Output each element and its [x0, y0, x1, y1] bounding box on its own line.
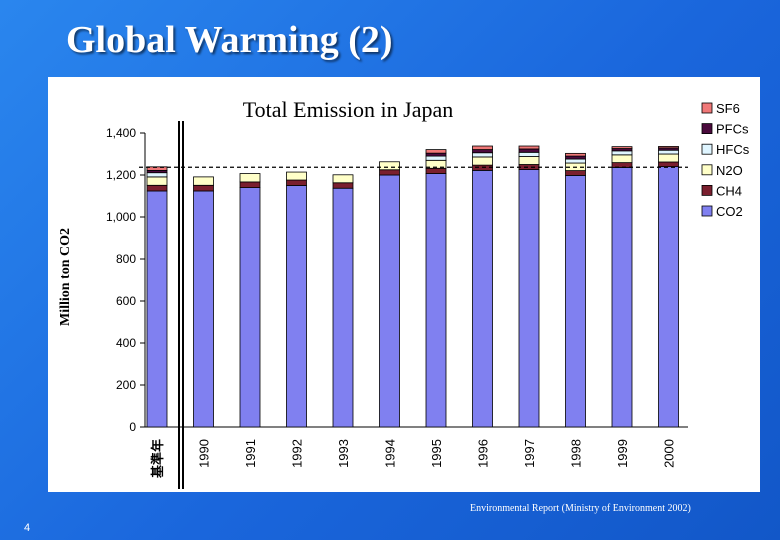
- bar-segment-pfcs: [472, 149, 493, 154]
- legend-label-pfcs: PFCs: [716, 122, 749, 137]
- bar-segment-hfcs: [611, 150, 633, 156]
- bar-segment-hfcs: [472, 152, 493, 158]
- bar-segment-hfcs: [146, 172, 168, 178]
- bar-segment-co2: [146, 190, 168, 428]
- bar-segment-co2: [239, 187, 261, 428]
- legend-label-sf6: SF6: [716, 101, 740, 116]
- x-tick-label: 2000: [662, 439, 677, 468]
- legend-swatch-n2o: [701, 164, 713, 176]
- legend-swatch-sf6: [701, 102, 713, 114]
- chart-title: Total Emission in Japan: [243, 97, 454, 122]
- bar-segment-ch4: [379, 169, 400, 176]
- legend-swatch-ch4: [701, 185, 713, 196]
- bar-segment-co2: [379, 174, 400, 428]
- x-tick-label: 1994: [383, 439, 398, 468]
- bar-segment-n2o: [146, 176, 168, 186]
- bar-segment-co2: [472, 169, 493, 428]
- bar-segment-n2o: [658, 153, 679, 163]
- legend-label-ch4: CH4: [716, 183, 742, 198]
- bar-segment-ch4: [518, 164, 540, 170]
- y-tick-label: 400: [116, 336, 136, 350]
- source-note: Environmental Report (Ministry of Enviro…: [470, 503, 691, 514]
- bar-segment-pfcs: [518, 148, 540, 153]
- bar-segment-n2o: [286, 171, 307, 181]
- x-tick-label: 1995: [429, 439, 444, 468]
- bar-segment-ch4: [658, 161, 679, 168]
- x-tick-label: 1997: [522, 439, 537, 468]
- bar-segment-n2o: [611, 154, 633, 164]
- x-tick-label: 1992: [290, 439, 305, 468]
- legend-label-hfcs: HFCs: [716, 142, 750, 157]
- legend-label-co2: CO2: [716, 204, 743, 219]
- bar-segment-co2: [332, 187, 354, 428]
- bar-segment-co2: [286, 185, 307, 428]
- legend-swatch-co2: [701, 205, 713, 217]
- bar-segment-sf6: [518, 145, 540, 150]
- y-tick-label: 0: [129, 420, 136, 434]
- bar-segment-ch4: [565, 170, 586, 176]
- bar-segment-sf6: [565, 152, 586, 157]
- chart-panel: Total Emission in Japan Million ton CO2 0 2…: [48, 77, 760, 492]
- bar-segment-ch4: [425, 167, 447, 174]
- bar-segment-co2: [193, 190, 214, 428]
- bar-segment-hfcs: [658, 149, 679, 155]
- bar-segment-n2o: [332, 174, 354, 184]
- x-tick-label: 基準年: [150, 439, 165, 479]
- legend-label-n2o: N2O: [716, 163, 743, 178]
- bar-segment-co2: [518, 169, 540, 428]
- bar-segment-ch4: [286, 179, 307, 186]
- bar-segment-ch4: [193, 184, 214, 192]
- bar-segment-n2o: [193, 176, 214, 186]
- y-tick-label: 1,000: [106, 210, 136, 224]
- y-tick-label: 600: [116, 294, 136, 308]
- bar-segment-sf6: [658, 146, 679, 149]
- bar-segment-co2: [658, 166, 679, 428]
- bar-segment-sf6: [472, 145, 493, 150]
- x-tick-label: 1999: [615, 439, 630, 468]
- x-tick-label: 1990: [197, 439, 212, 468]
- y-tick-label: 800: [116, 252, 136, 266]
- bar-segment-n2o: [472, 156, 493, 166]
- bar-segment-n2o: [379, 161, 400, 171]
- bar-segment-hfcs: [565, 158, 586, 164]
- bar-segment-sf6: [425, 149, 447, 154]
- legend-swatch-pfcs: [701, 123, 713, 134]
- bar-segment-n2o: [239, 173, 261, 183]
- bar-segment-co2: [565, 175, 586, 428]
- x-tick-label: 1998: [569, 439, 584, 468]
- bar-segment-ch4: [239, 181, 261, 189]
- bar-segment-pfcs: [425, 152, 447, 157]
- y-tick-label: 1,400: [106, 126, 136, 140]
- bar-segment-hfcs: [518, 151, 540, 157]
- x-tick-label: 1991: [243, 439, 258, 468]
- bar-segment-co2: [425, 173, 447, 428]
- legend-swatch-hfcs: [701, 143, 713, 155]
- bar-segment-co2: [611, 167, 633, 428]
- x-tick-label: 1993: [336, 439, 351, 468]
- page-number: 4: [24, 522, 31, 534]
- bar-segment-ch4: [332, 182, 354, 189]
- bar-segment-pfcs: [565, 155, 586, 160]
- bar-segment-hfcs: [425, 155, 447, 161]
- bar-segment-sf6: [611, 146, 633, 149]
- slide-title: Global Warming (2): [66, 19, 393, 61]
- x-tick-label: 1996: [476, 439, 491, 468]
- emission-chart: Total Emission in Japan Million ton CO2 0 2…: [58, 97, 750, 489]
- y-tick-label: 1,200: [106, 168, 136, 182]
- y-axis-label: Million ton CO2: [58, 228, 73, 326]
- bar-segment-n2o: [518, 156, 540, 165]
- y-tick-label: 200: [116, 378, 136, 392]
- bar-segment-ch4: [146, 184, 168, 192]
